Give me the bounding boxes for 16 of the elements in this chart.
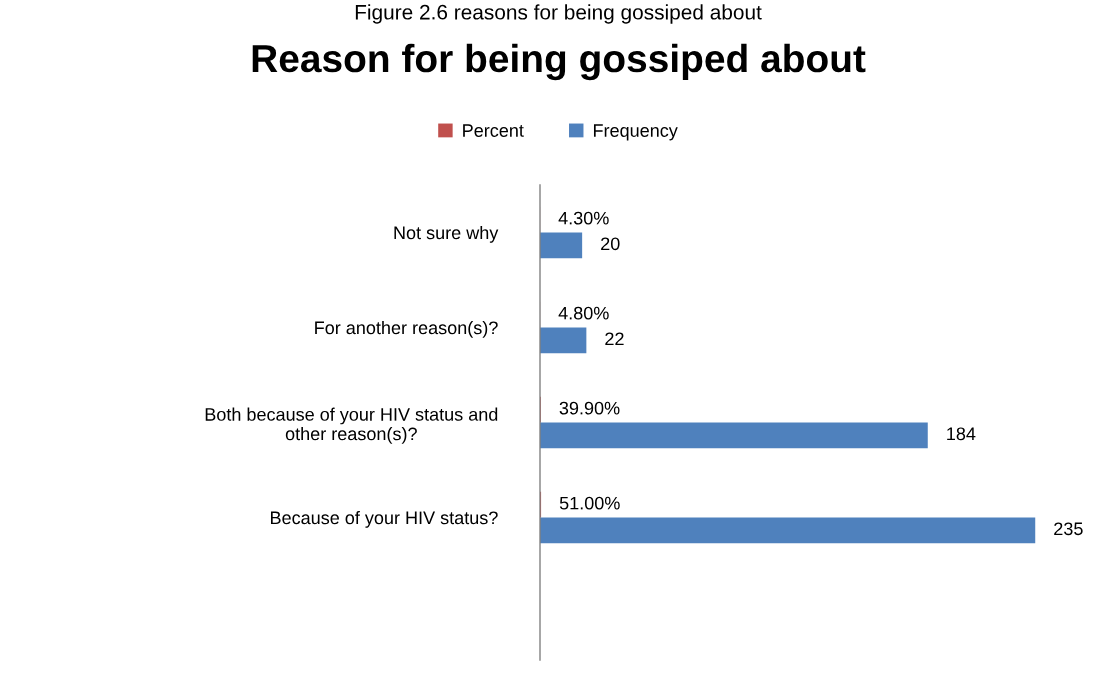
caption: Figure 2.6 reasons for being gossiped about <box>355 4 762 24</box>
chart-title: Reason for being gossiped about <box>252 43 866 81</box>
data-label: 4.80% <box>558 306 609 320</box>
legend-label: Percent <box>463 124 524 137</box>
data-label: 20 <box>601 237 620 251</box>
data-label: 184 <box>947 427 976 441</box>
y-tick-label: For another reason(s)? <box>315 320 498 338</box>
legend-label: Frequency <box>593 124 678 141</box>
data-label: 39.90% <box>559 401 620 415</box>
data-label: 235 <box>1054 522 1083 536</box>
y-tick-label: Not sure why <box>394 225 499 243</box>
data-label: 51.00% <box>559 496 620 510</box>
data-label: 22 <box>605 332 624 345</box>
data-label: 4.30% <box>558 211 609 225</box>
y-tick-label: Because of your HIV status? <box>271 510 498 528</box>
y-tick-label: Both because of your HIV status and other reason(s)? <box>205 407 498 444</box>
